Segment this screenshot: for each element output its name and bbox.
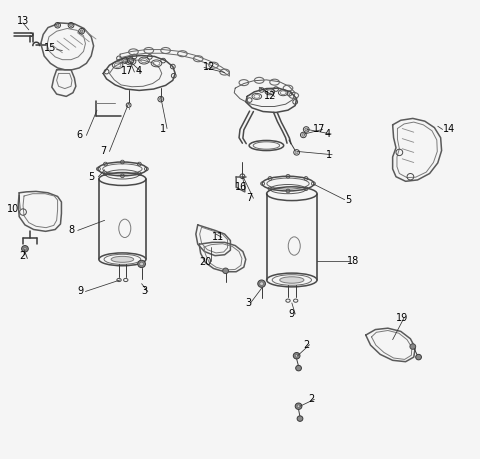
Text: 1: 1 bbox=[326, 150, 332, 160]
Text: 17: 17 bbox=[313, 124, 325, 134]
Text: 17: 17 bbox=[121, 66, 133, 76]
Circle shape bbox=[80, 30, 83, 33]
Text: 3: 3 bbox=[141, 286, 147, 297]
Circle shape bbox=[140, 262, 144, 266]
Text: 20: 20 bbox=[199, 257, 212, 267]
Text: 15: 15 bbox=[44, 43, 57, 53]
Circle shape bbox=[260, 282, 264, 285]
Circle shape bbox=[410, 344, 416, 349]
Circle shape bbox=[159, 98, 162, 101]
Circle shape bbox=[305, 128, 308, 131]
Circle shape bbox=[138, 260, 145, 268]
Text: 11: 11 bbox=[212, 232, 225, 242]
Circle shape bbox=[258, 280, 265, 287]
Text: 12: 12 bbox=[203, 62, 215, 72]
Text: 13: 13 bbox=[17, 16, 29, 26]
Ellipse shape bbox=[280, 277, 304, 283]
Circle shape bbox=[293, 353, 300, 359]
Text: 9: 9 bbox=[289, 309, 295, 319]
Text: 12: 12 bbox=[264, 91, 276, 101]
Text: 5: 5 bbox=[88, 172, 95, 182]
Circle shape bbox=[297, 416, 303, 421]
Text: 16: 16 bbox=[235, 182, 247, 192]
Circle shape bbox=[223, 268, 228, 274]
Circle shape bbox=[416, 354, 421, 360]
Text: 10: 10 bbox=[7, 204, 20, 214]
Circle shape bbox=[123, 59, 126, 62]
Text: 6: 6 bbox=[76, 130, 82, 140]
Text: 2: 2 bbox=[303, 340, 310, 350]
Text: 7: 7 bbox=[100, 146, 107, 157]
Text: 4: 4 bbox=[324, 129, 330, 139]
Text: 5: 5 bbox=[345, 195, 351, 205]
Circle shape bbox=[129, 59, 132, 62]
Text: 3: 3 bbox=[246, 298, 252, 308]
Circle shape bbox=[24, 247, 26, 250]
Text: 14: 14 bbox=[443, 124, 455, 134]
Circle shape bbox=[70, 24, 72, 27]
Circle shape bbox=[302, 134, 305, 136]
Circle shape bbox=[295, 403, 302, 409]
Text: 19: 19 bbox=[396, 313, 408, 323]
Circle shape bbox=[22, 246, 28, 252]
Text: 1: 1 bbox=[160, 123, 166, 134]
Text: 2: 2 bbox=[19, 251, 26, 261]
Circle shape bbox=[297, 405, 300, 408]
Text: 8: 8 bbox=[68, 225, 74, 235]
Circle shape bbox=[295, 354, 298, 357]
Circle shape bbox=[296, 365, 301, 371]
Ellipse shape bbox=[111, 256, 134, 263]
Text: 9: 9 bbox=[78, 286, 84, 297]
Text: 2: 2 bbox=[308, 394, 314, 404]
Circle shape bbox=[56, 24, 59, 27]
Circle shape bbox=[295, 151, 298, 154]
Text: 4: 4 bbox=[135, 66, 141, 76]
Text: 18: 18 bbox=[347, 256, 359, 266]
Text: 7: 7 bbox=[246, 193, 253, 203]
